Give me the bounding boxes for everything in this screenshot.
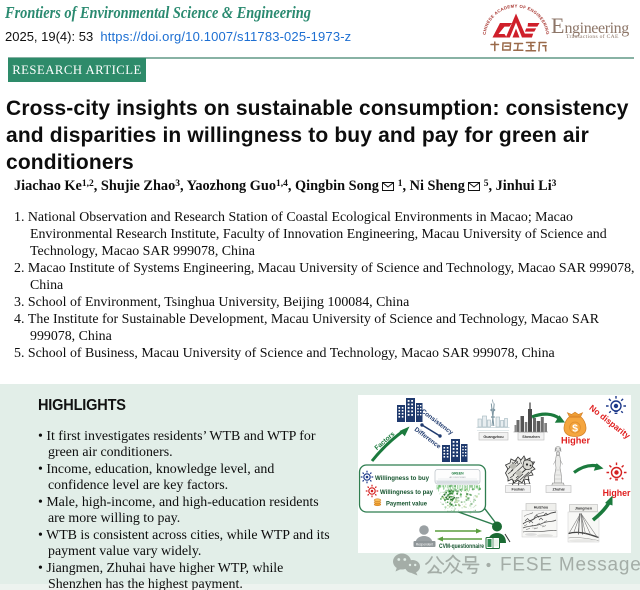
svg-text:Jiangmen: Jiangmen [575,507,593,511]
svg-text:Foshan: Foshan [511,488,525,492]
svg-text:Shenzhen: Shenzhen [522,435,540,439]
svg-text:$: $ [572,422,578,434]
svg-text:Higher: Higher [561,436,591,446]
svg-text:FESE Message: FESE Message [500,555,640,576]
svg-text:Guangzhou: Guangzhou [483,435,504,439]
svg-text:AIR CONDITIONER: AIR CONDITIONER [449,476,466,479]
svg-text:Willingness to pay: Willingness to pay [380,489,433,496]
svg-text:Huizhou: Huizhou [534,506,549,510]
svg-text:Zhuhai: Zhuhai [552,488,564,492]
svg-text:Higher: Higher [603,488,631,498]
svg-text:GREEN: GREEN [451,472,464,476]
svg-text:Willingness to buy: Willingness to buy [375,475,429,482]
svg-text:Respondent: Respondent [416,542,433,546]
svg-text:Payment value: Payment value [386,501,427,508]
svg-text:CVM-questionnaire: CVM-questionnaire [439,544,485,550]
